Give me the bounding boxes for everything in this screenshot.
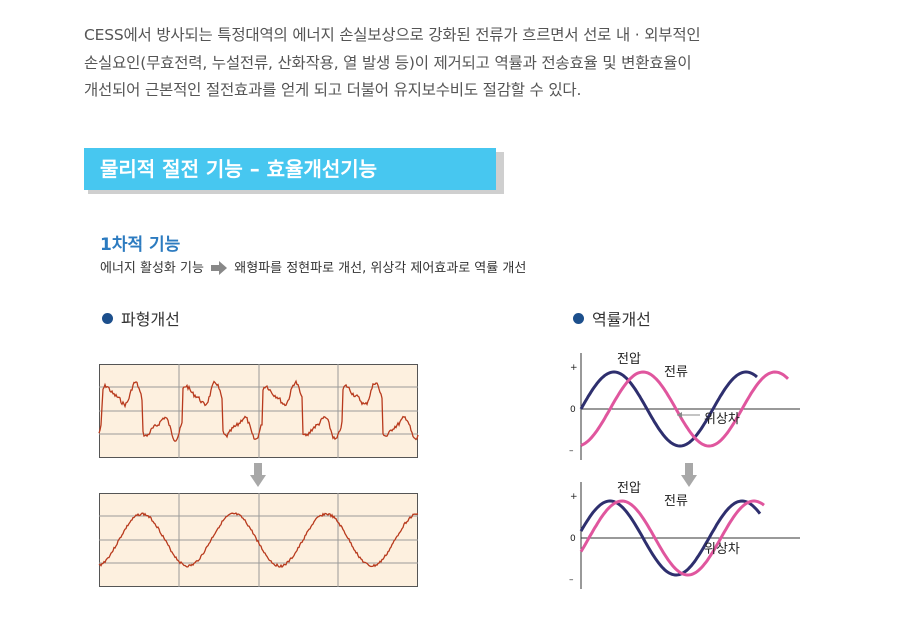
intro-line-1: CESS에서 방사되는 특정대역의 에너지 손실보상으로 강화된 전류가 흐르면… [84,26,701,44]
intro-line-3: 개선되어 근본적인 절전효과를 얻게 되고 더불어 유지보수비도 절감할 수 있… [84,81,582,99]
axis-plus-label: + [570,492,578,502]
axis-zero-label: 0 [570,534,576,544]
voltage-wave [579,499,762,577]
waveform-heading: 파형개선 [102,306,180,330]
phase-label: 위상차 [704,412,740,427]
down-arrow-icon [681,463,697,487]
axis-plus-label: + [570,363,578,373]
intro-paragraph: CESS에서 방사되는 특정대역의 에너지 손실보상으로 강화된 전류가 흐르면… [84,22,844,105]
distorted-waveform-panel [98,364,419,458]
bullet-dot-icon [102,313,113,324]
voltage-label: 전압 [617,352,641,367]
section-description: 에너지 활성화 기능 왜형파를 정현파로 개선, 위상각 제어효과로 역률 개선 [100,257,526,276]
improved-waveform-line [98,512,419,569]
voltage-wave [579,370,758,448]
axis-zero-label: 0 [570,405,576,415]
desc-after: 왜형파를 정현파로 개선, 위상각 제어효과로 역률 개선 [234,261,527,276]
distorted-waveform-line [98,379,419,442]
axis-minus-label: – [569,575,574,585]
voltage-label: 전압 [617,481,641,496]
section-title: 1차적 기능 [100,235,181,255]
current-wave [579,499,765,577]
axis-minus-label: – [569,446,574,456]
current-wave [580,370,790,448]
section-banner: 물리적 절전 기능 – 효율개선기능 [84,148,496,190]
bullet-dot-icon [573,313,584,324]
phase-diagram-before: + 0 – 전압 전류 위상차 [569,352,800,460]
down-arrow-icon [250,463,266,487]
power-factor-heading: 역률개선 [573,306,651,330]
right-arrow-icon [211,260,228,275]
current-label: 전류 [664,365,688,380]
phase-diagram-after: + 0 – 전압 전류 위상차 [569,481,800,589]
intro-line-2: 손실요인(무효전력, 누설전류, 산화작용, 열 발생 등)이 제거되고 역률과… [84,53,692,72]
phase-label: 위상차 [704,542,740,557]
improved-waveform-panel [98,493,419,587]
desc-before: 에너지 활성화 기능 [100,261,204,276]
current-label: 전류 [664,494,688,509]
